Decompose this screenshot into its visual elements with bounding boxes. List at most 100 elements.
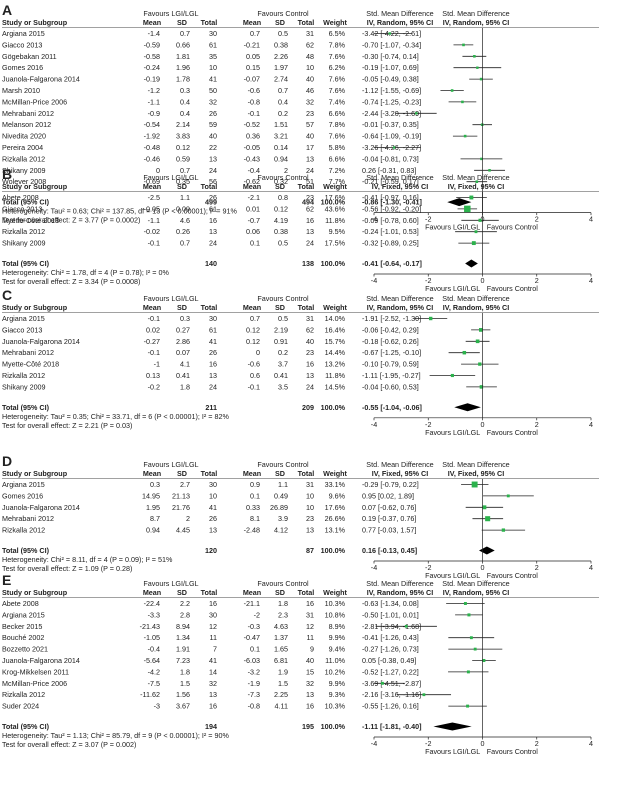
weight-value: 13.2% [325,360,346,369]
weight-value: 43.6% [325,204,346,213]
sd2-value: 1.9 [278,667,288,676]
sd2-value: 2.19 [274,325,288,334]
total2-value: 11 [307,633,314,642]
mean2-value: -2.1 [248,193,260,202]
mean1-value: -3.3 [148,610,160,619]
total1-value: 56 [209,177,217,186]
study-name: Rizkalla 2012 [2,154,45,163]
sd1-value: 4.45 [176,526,190,535]
x-tick-label: -2 [425,420,431,429]
sd1-value: 21.13 [172,491,190,500]
total2-value: 16 [306,216,314,225]
sd1-value: 2.7 [180,480,190,489]
total1-value: 41 [209,503,217,512]
x-tick-label: -2 [425,563,431,572]
effect-ci-value: -0.04 [-0.60, 0.53] [362,382,419,391]
study-row: Giacco 2013 -0.59 0.66 61 -0.21 0.38 62 7.8% -0.… [2,40,474,49]
total1-value: 30 [209,314,217,323]
total-row: Total (95% CI) 211 209 100.0% -0.55 [-1.04, … [2,403,481,412]
mean1-column-header: Mean [143,588,161,597]
effect-ci-value: -0.50 [-1.01, 0.01] [362,610,419,619]
x-tick-label: 4 [589,739,593,748]
point-estimate-marker [473,55,476,58]
mean1-value: 8.7 [150,514,160,523]
total1-value: 7 [213,645,217,654]
effect-ci-value: 0.07 [-0.62, 0.76] [362,503,416,512]
x-tick-label: -4 [371,276,377,285]
mean2-value: -0.1 [248,382,260,391]
sd2-value: 0.41 [274,371,288,380]
mean2-column-header: Mean [243,469,261,478]
mean2-value: 8.1 [250,514,260,523]
weight-value: 13.1% [325,526,346,535]
heterogeneity-note: Heterogeneity: Chi² = 8.11, df = 4 (P = … [2,555,173,564]
point-estimate-marker [450,89,454,92]
total2-column-header: Total [298,18,315,27]
mean2-value: -6.03 [244,656,260,665]
point-estimate-marker [380,681,384,685]
study-row: Juanola-Falgarona 2014 -5.64 7.23 41 -6.03 6.… [2,656,496,665]
study-name: Pereira 2004 [2,143,43,152]
mean2-value: -0.62 [244,177,260,186]
total2-value: 24 [306,239,314,248]
total1-value: 32 [209,97,217,106]
total1-value: 22 [209,143,217,152]
sd2-value: 0.38 [274,40,288,49]
plot-method-header: IV, Random, 95% CI [443,303,509,312]
x-tick-label: -2 [425,739,431,748]
study-name: Juanola-Falgarona 2014 [2,337,80,346]
study-name: Rizkalla 2012 [2,371,45,380]
total1-value: 26 [209,109,217,118]
study-name: Juanola-Falgarona 2014 [2,656,80,665]
sd1-value: 0.26 [176,227,190,236]
effect-ci-value: -0.05 [-0.49, 0.38] [362,75,419,84]
study-row: Mehrabani 2012 -0.1 0.07 26 0 0.2 23 14.4% -0.67… [2,348,480,357]
total2-value: 10 [306,503,314,512]
total2-value: 31 [306,480,314,489]
weight-value: 6.6% [329,109,346,118]
sd2-column-header: SD [275,469,285,478]
mean1-value: -2.5 [148,193,160,202]
total1-value: 32 [209,679,217,688]
mean1-value: -3 [154,702,160,711]
total2-value: 12 [306,622,314,631]
effect-ci-value: -2.44 [-3.20, -1.69] [362,109,421,118]
x-tick-label: 0 [481,739,485,748]
point-estimate-marker [482,505,487,510]
study-row: Marsh 2010 -1.2 0.3 50 -0.6 0.7 46 7.6% -1.12 [-… [2,86,464,95]
effect-ci-value: -0.63 [-1.34, 0.08] [362,599,419,608]
mean2-value: -0.47 [244,633,260,642]
forest-panel-b: B Favours LGI/LGL Favours Control Std. Mean… [2,166,599,293]
weight-value: 7.8% [329,120,346,129]
mean2-value: -0.43 [244,154,260,163]
effect-ci-value: -1.91 [-2.52, -1.30] [362,314,421,323]
weight-value: 11.0% [325,656,345,665]
weight-value: 7.6% [329,132,346,141]
total1-value: 24 [209,166,217,175]
sd1-column-header: SD [177,469,187,478]
mean2-value: 0.06 [246,227,260,236]
axis-right-label: Favours Control [487,428,539,437]
study-name: Argiana 2015 [2,314,45,323]
sd1-value: 1.8 [180,382,190,391]
overall-effect-note: Test for overall effect: Z = 3.77 (P = 0… [2,216,140,225]
point-estimate-marker [463,602,467,605]
total1-column-header: Total [201,303,218,312]
mean1-value: -0.54 [144,120,160,129]
sd1-value: 1.81 [176,52,190,61]
total2-value: 9 [310,645,314,654]
study-name: Juanola-Falgarona 2014 [2,503,80,512]
total1-value: 16 [209,360,217,369]
group1-header: Favours LGI/LGL [143,173,198,182]
total1-value: 13 [209,690,217,699]
point-estimate-marker [462,350,467,355]
mean2-value: 0 [256,348,260,357]
mean2-value: 0.1 [250,491,260,500]
sd2-value: 1.65 [274,645,288,654]
mean1-value: -1.05 [144,633,160,642]
study-row: Shikany 2009 -0.2 1.8 24 -0.1 3.5 24 14.5% -0.04… [2,382,497,391]
plot-header: Std. Mean Difference [442,173,509,182]
x-tick-label: 0 [481,563,485,572]
study-row: Juanola-Falgarona 2014 1.95 21.76 41 0.33 26.… [2,503,504,512]
study-name: Abete 2008 [2,193,39,202]
